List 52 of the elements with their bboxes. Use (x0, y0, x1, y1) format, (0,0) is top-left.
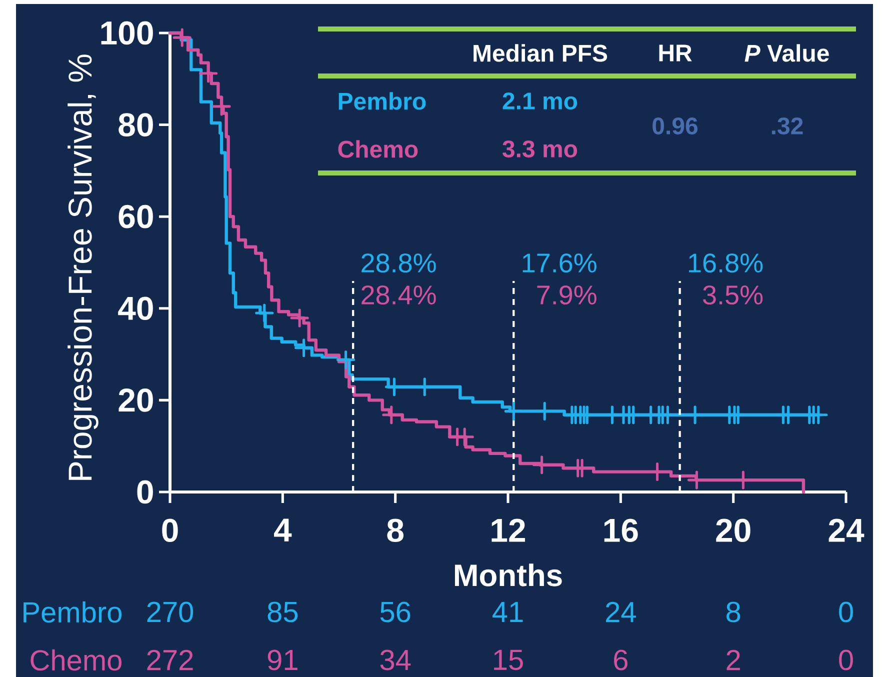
text: 272 (147, 650, 193, 670)
text: 85 (268, 602, 298, 622)
text: 34 (380, 650, 411, 670)
y-tick-label: 40 (118, 296, 153, 320)
x-tick-label: 12 (492, 518, 526, 542)
y-tick-label: 0 (137, 480, 153, 504)
x-tick-label: 20 (716, 518, 750, 542)
x-tick-label: 8 (387, 518, 404, 542)
text: 270 (147, 602, 194, 622)
annotation: .32 (772, 117, 803, 135)
text: 41 (492, 602, 523, 622)
text: 0 (839, 650, 853, 670)
text: Pembro (24, 601, 122, 623)
text: Pembro (338, 92, 426, 110)
text: 6 (614, 650, 628, 670)
x-tick-label: 16 (604, 518, 638, 542)
x-axis-title: Months (454, 564, 562, 586)
point (504, 402, 523, 420)
text: 56 (380, 602, 410, 622)
annotation: 17.6% (522, 253, 596, 273)
y-axis-title: Progression-Free Survival, % (68, 54, 98, 480)
point (535, 402, 554, 420)
x-tick-label: 24 (828, 518, 864, 542)
text: 24 (606, 602, 636, 622)
point (255, 304, 274, 322)
point (290, 308, 309, 328)
text: Chemo (338, 140, 418, 158)
y-tick-label: 80 (118, 113, 153, 136)
annotation: HR (659, 44, 692, 62)
annotation: 28.8% (362, 253, 436, 273)
annotation: 16.8% (689, 253, 763, 273)
point (172, 28, 192, 47)
x-tick-label: 4 (274, 518, 292, 542)
annotation: P Value (744, 44, 829, 62)
point (336, 350, 356, 370)
annotation: Median PFS (474, 44, 608, 62)
text: 2 (726, 650, 740, 670)
y-tick-label: 20 (118, 388, 153, 412)
text: 15 (494, 650, 523, 670)
x-tick-label: 0 (162, 518, 178, 542)
annotation: 3.3 mo (502, 140, 578, 158)
text: 0 (839, 602, 853, 622)
text: Chemo (30, 649, 122, 671)
annotation: 7.9% (537, 285, 596, 305)
annotation: 0.96 (652, 117, 698, 134)
y-tick-label: 60 (118, 204, 153, 228)
text: 91 (268, 650, 298, 670)
annotation: 28.4% (362, 285, 436, 305)
y-tick-label: 100 (101, 21, 153, 45)
annotation: 2.1 mo (502, 92, 578, 110)
text: 8 (726, 602, 740, 622)
annotation: 3.5% (703, 285, 763, 305)
